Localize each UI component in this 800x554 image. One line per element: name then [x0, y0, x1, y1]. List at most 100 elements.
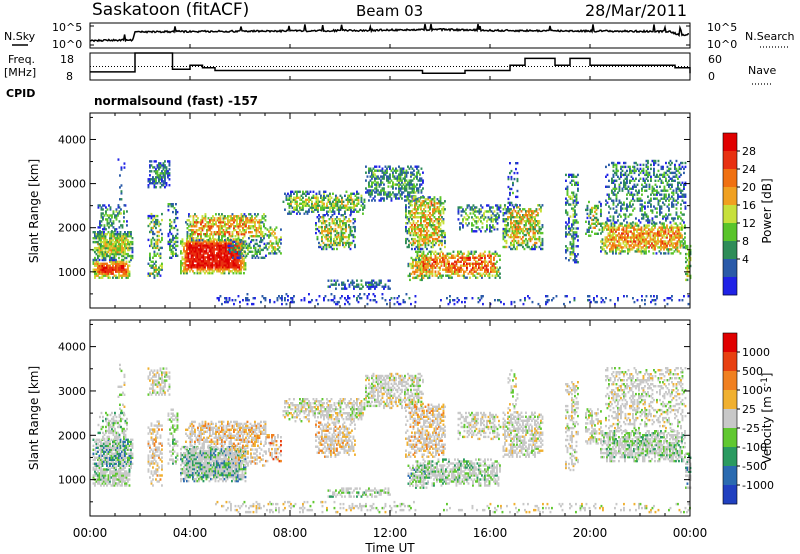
echo-cell [393, 177, 396, 180]
echo-cell [150, 220, 153, 224]
echo-cell [420, 227, 422, 231]
echo-cell [421, 214, 424, 217]
echo-cell [150, 240, 153, 244]
echo-cell [199, 240, 202, 243]
echo-cell [176, 228, 179, 232]
echo-cell [205, 252, 208, 255]
echo-cell [168, 184, 171, 187]
echo-cell [198, 266, 200, 269]
echo-cell [421, 252, 423, 255]
echo-cell [164, 182, 166, 185]
echo-cell [421, 262, 423, 265]
echo-cell [110, 258, 113, 262]
echo-cell [119, 274, 122, 277]
echo-cell [415, 268, 417, 272]
echo-cell [155, 246, 157, 250]
echo-cell [405, 195, 408, 198]
echo-cell [420, 216, 422, 219]
echo-cell [127, 239, 129, 242]
echo-cell [118, 246, 120, 250]
echo-cell [476, 276, 479, 279]
echo-cell [281, 302, 283, 306]
echo-cell [272, 230, 275, 233]
echo-cell [193, 250, 196, 253]
echo-cell [241, 262, 244, 265]
echo-cell [442, 212, 445, 215]
echo-cell [422, 187, 424, 190]
echo-cell [422, 179, 424, 182]
echo-cell [238, 256, 240, 259]
echo-cell [436, 198, 439, 201]
echo-cell [190, 268, 193, 271]
echo-cell [223, 260, 226, 263]
echo-cell [405, 171, 408, 174]
echo-cell [444, 231, 446, 235]
echo-cell [410, 183, 412, 186]
echo-cell [515, 203, 517, 207]
echo-cell [119, 242, 122, 246]
echo-cell [371, 171, 373, 174]
echo-cell [234, 258, 236, 261]
echo-cell [216, 242, 218, 245]
echo-cell [242, 233, 244, 236]
echo-cell [302, 202, 304, 205]
echo-cell [516, 171, 519, 175]
echo-cell [372, 181, 375, 184]
echo-cell [228, 264, 230, 267]
echo-cell [210, 225, 213, 228]
echo-cell [405, 222, 407, 225]
echo-cell [219, 266, 221, 269]
echo-cell [439, 200, 442, 203]
echo-cell [410, 256, 413, 260]
echo-cell [111, 224, 113, 227]
echo-cell [251, 254, 254, 257]
echo-cell [424, 268, 426, 271]
echo-cell [344, 212, 346, 215]
echo-cell [375, 181, 378, 184]
echo-cell [220, 264, 223, 267]
echo-cell [444, 239, 446, 243]
echo-cell [424, 229, 427, 233]
echo-cell [243, 250, 245, 253]
echo-cell [228, 235, 231, 238]
echo-cell [229, 262, 232, 265]
echo-cell [421, 196, 424, 199]
echo-cell [191, 233, 193, 236]
echo-cell [238, 272, 241, 275]
echo-cell [427, 218, 430, 221]
echo-cell [241, 240, 244, 243]
echo-cell [112, 268, 114, 271]
echo-cell [216, 268, 218, 271]
echo-cell [193, 272, 196, 275]
echo-cell [330, 227, 332, 231]
echo-cell [328, 239, 331, 243]
echo-cell [381, 293, 384, 296]
echo-cell [115, 250, 117, 254]
echo-cell [207, 242, 209, 245]
echo-cell [303, 297, 306, 300]
echo-cell [470, 250, 473, 253]
echo-cell [199, 242, 202, 245]
echo-cell [216, 233, 219, 236]
echo-cell [438, 208, 440, 211]
echo-cell [112, 210, 115, 213]
echo-cell [577, 261, 579, 264]
echo-cell [104, 239, 107, 242]
echo-cell [214, 238, 217, 241]
echo-cell [175, 224, 177, 228]
echo-cell [427, 256, 429, 260]
echo-cell [97, 242, 99, 246]
echo-cell [225, 244, 227, 247]
echo-cell [323, 190, 325, 193]
echo-cell [229, 266, 232, 269]
echo-cell [193, 264, 196, 267]
echo-cell [271, 242, 273, 245]
echo-cell [241, 242, 244, 245]
echo-cell [150, 216, 153, 220]
echo-cell [192, 223, 195, 226]
echo-cell [339, 224, 341, 227]
echo-cell [383, 189, 385, 192]
echo-cell [237, 246, 239, 249]
echo-cell [415, 245, 418, 249]
echo-cell [169, 242, 171, 246]
